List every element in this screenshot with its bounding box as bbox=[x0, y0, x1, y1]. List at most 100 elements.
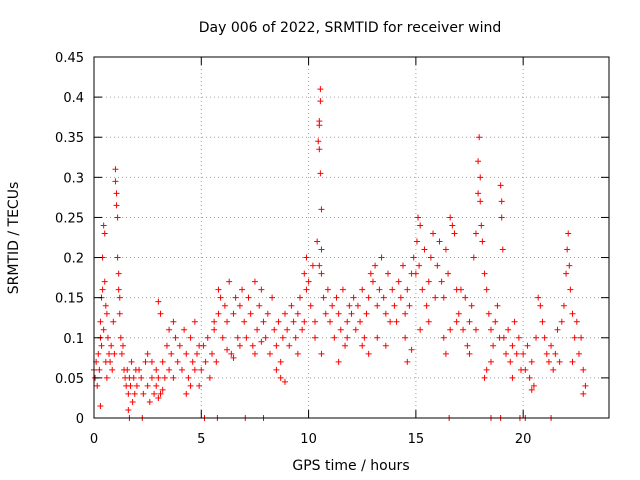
data-point bbox=[230, 354, 237, 361]
data-point bbox=[509, 374, 516, 381]
data-point bbox=[329, 302, 336, 309]
data-point bbox=[119, 342, 126, 349]
data-point bbox=[116, 294, 123, 301]
data-point bbox=[130, 374, 137, 381]
data-point bbox=[275, 318, 282, 325]
data-point bbox=[500, 334, 507, 341]
data-point bbox=[528, 386, 535, 393]
data-point bbox=[580, 366, 587, 373]
y-tick-label: 0.35 bbox=[55, 131, 84, 146]
data-point bbox=[339, 286, 346, 293]
plot-frame bbox=[93, 56, 610, 419]
data-point bbox=[129, 398, 136, 405]
data-point bbox=[189, 358, 196, 365]
data-point bbox=[357, 318, 364, 325]
data-point bbox=[470, 254, 477, 261]
data-point bbox=[406, 302, 413, 309]
data-point bbox=[178, 366, 185, 373]
data-point bbox=[292, 334, 299, 341]
data-point bbox=[453, 318, 460, 325]
data-point bbox=[543, 350, 550, 357]
data-point bbox=[322, 310, 329, 317]
y-tick-label: 0 bbox=[76, 412, 84, 427]
data-point bbox=[271, 326, 278, 333]
data-point bbox=[284, 326, 291, 333]
data-point bbox=[209, 350, 216, 357]
data-point bbox=[269, 294, 276, 301]
data-point bbox=[564, 246, 571, 253]
data-point bbox=[148, 374, 155, 381]
data-point bbox=[312, 334, 319, 341]
data-point bbox=[249, 342, 256, 349]
data-point bbox=[221, 302, 228, 309]
data-point bbox=[425, 318, 432, 325]
data-point bbox=[315, 138, 322, 145]
data-point bbox=[416, 262, 423, 269]
data-point bbox=[533, 334, 540, 341]
data-point bbox=[520, 350, 527, 357]
data-point bbox=[172, 334, 179, 341]
data-point bbox=[498, 214, 505, 221]
chart-title: Day 006 of 2022, SRMTID for receiver win… bbox=[199, 20, 502, 36]
data-point bbox=[466, 350, 473, 357]
data-point bbox=[324, 286, 331, 293]
data-point bbox=[571, 334, 578, 341]
data-point bbox=[376, 286, 383, 293]
data-point bbox=[558, 318, 565, 325]
data-point bbox=[266, 350, 273, 357]
data-point bbox=[202, 358, 209, 365]
data-point bbox=[445, 270, 452, 277]
data-point bbox=[174, 358, 181, 365]
data-point bbox=[116, 310, 123, 317]
data-point bbox=[239, 286, 246, 293]
y-tick-label: 0.2 bbox=[63, 252, 84, 267]
data-point bbox=[335, 358, 342, 365]
data-point bbox=[344, 334, 351, 341]
data-point bbox=[314, 238, 321, 245]
data-point bbox=[423, 302, 430, 309]
data-point bbox=[133, 382, 140, 389]
data-point bbox=[112, 178, 119, 185]
data-point bbox=[114, 254, 121, 261]
data-point bbox=[427, 254, 434, 261]
data-point bbox=[438, 278, 445, 285]
data-point bbox=[264, 310, 271, 317]
data-point bbox=[545, 358, 552, 365]
data-point bbox=[483, 286, 490, 293]
data-point bbox=[556, 358, 563, 365]
data-point bbox=[522, 366, 529, 373]
data-point bbox=[573, 318, 580, 325]
data-point bbox=[187, 382, 194, 389]
data-point bbox=[107, 358, 114, 365]
data-point bbox=[490, 342, 497, 349]
data-point bbox=[462, 294, 469, 301]
data-point bbox=[309, 262, 316, 269]
data-point bbox=[124, 366, 131, 373]
data-point bbox=[100, 326, 107, 333]
data-point bbox=[503, 350, 509, 357]
data-point bbox=[94, 382, 101, 389]
data-point bbox=[335, 310, 342, 317]
data-point bbox=[475, 158, 482, 165]
data-point bbox=[457, 286, 464, 293]
data-point bbox=[513, 350, 520, 357]
data-point bbox=[528, 358, 535, 365]
data-point bbox=[273, 366, 280, 373]
x-tick-label: 10 bbox=[300, 432, 317, 447]
data-point bbox=[541, 334, 548, 341]
data-point bbox=[234, 334, 241, 341]
data-point bbox=[113, 202, 120, 209]
data-point bbox=[566, 262, 573, 269]
data-point bbox=[301, 270, 308, 277]
data-point bbox=[440, 294, 447, 301]
data-point bbox=[318, 206, 325, 213]
data-point bbox=[374, 302, 381, 309]
data-point bbox=[447, 214, 454, 221]
data-point bbox=[497, 182, 504, 189]
data-point bbox=[213, 358, 220, 365]
x-axis-label: GPS time / hours bbox=[292, 458, 409, 474]
data-point bbox=[372, 262, 379, 269]
data-point bbox=[187, 334, 194, 341]
data-point bbox=[475, 190, 482, 197]
data-point bbox=[215, 310, 222, 317]
